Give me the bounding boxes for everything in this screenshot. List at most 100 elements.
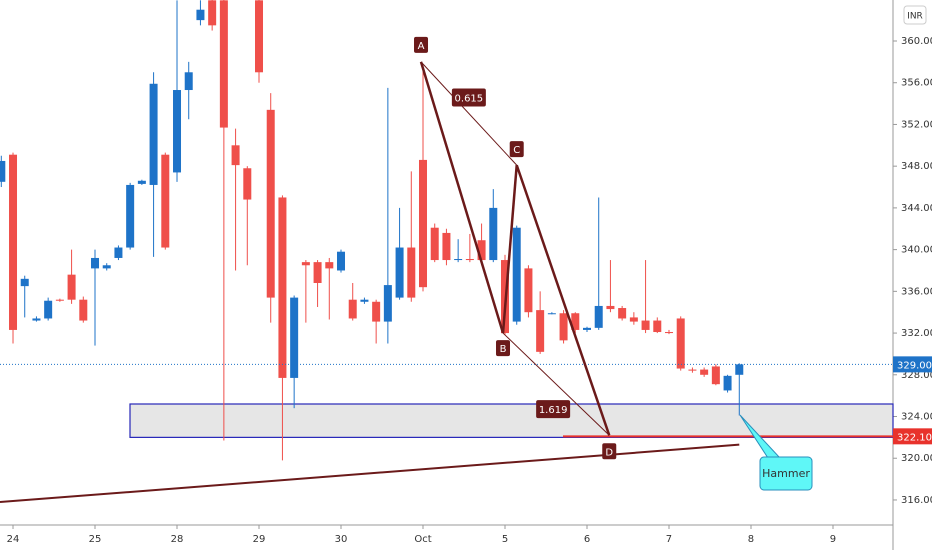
candle-body <box>20 278 29 287</box>
candle-body <box>79 299 88 321</box>
point-label: B <box>500 344 507 355</box>
candle-body <box>383 285 392 322</box>
candle-body <box>430 227 439 261</box>
ratio-label: 1.619 <box>539 405 568 416</box>
point-label: D <box>605 447 613 458</box>
candle-body <box>243 168 252 200</box>
x-tick-label: 30 <box>335 534 348 545</box>
candle-body <box>313 262 322 283</box>
candle-body <box>196 9 205 21</box>
price-tag-label: 322.10 <box>897 432 932 443</box>
x-tick-label: 5 <box>502 534 508 545</box>
point-label-box <box>509 141 524 158</box>
y-tick-label: 348.00 <box>901 161 932 172</box>
candle-body <box>372 301 381 322</box>
currency: INR <box>907 12 923 22</box>
candle-body <box>184 72 193 91</box>
candle-body <box>301 262 310 266</box>
candle-body <box>547 313 556 315</box>
candle-body <box>419 159 428 288</box>
candle-body <box>477 240 486 261</box>
candle-body <box>571 313 580 330</box>
y-tick-label: 324.00 <box>901 412 932 423</box>
x-tick-label: 24 <box>7 534 20 545</box>
candle-body <box>173 90 182 173</box>
price-tag <box>893 428 932 445</box>
x-tick-label: 9 <box>830 534 836 545</box>
x-tick-label: 6 <box>584 534 590 545</box>
ratio-label: 0.615 <box>455 93 484 104</box>
candle-body <box>583 327 591 330</box>
candle-body <box>676 318 685 369</box>
candle-body <box>594 305 603 328</box>
y-tick-label: 360.00 <box>901 36 932 47</box>
candle-body <box>266 109 275 298</box>
callout-text: Hammer <box>762 467 810 480</box>
x-tick-label: 25 <box>89 534 102 545</box>
candle-body <box>606 305 615 310</box>
candle-body <box>114 247 123 258</box>
point-label: C <box>513 145 520 156</box>
candle-body <box>32 318 41 321</box>
x-tick-label: 8 <box>748 534 754 545</box>
ratio-line <box>420 61 518 166</box>
candle-body <box>9 154 18 330</box>
candle-body <box>629 317 638 322</box>
callout-box <box>759 456 813 491</box>
candle-body <box>67 274 76 300</box>
candle-body <box>735 364 744 375</box>
candle-body <box>219 0 228 128</box>
x-tick-label: 28 <box>171 534 184 545</box>
candle-body <box>723 375 732 391</box>
support-zone <box>129 403 894 438</box>
currency-box <box>903 5 927 25</box>
point-label: A <box>418 41 425 52</box>
point-label-box <box>602 443 617 460</box>
x-tick-label: 7 <box>666 534 672 545</box>
candle-body <box>618 308 627 319</box>
candle-body <box>0 160 6 182</box>
candle-body <box>325 262 334 269</box>
candle-body <box>559 313 568 341</box>
candle-body <box>91 257 100 269</box>
candle-body <box>149 83 158 185</box>
x-tick-label: Oct <box>414 534 431 545</box>
candle-body <box>348 299 357 319</box>
point-label-box <box>414 36 429 53</box>
candle-body <box>55 299 64 301</box>
candle-body <box>137 180 146 184</box>
ratio-box <box>451 88 486 107</box>
candle-body <box>290 297 299 378</box>
candle-body <box>395 247 404 298</box>
candle-body <box>161 154 170 248</box>
candle-body <box>255 0 264 73</box>
ratio-line <box>502 332 610 436</box>
candle-body <box>653 320 662 333</box>
candle-body <box>641 320 650 330</box>
candle-body <box>442 232 451 261</box>
candle-body <box>536 310 545 352</box>
ratio-box <box>536 400 571 419</box>
candle-body <box>688 369 697 371</box>
point-label-box <box>496 340 511 357</box>
candle-body <box>664 332 673 334</box>
y-tick-label: 328.00 <box>901 370 932 381</box>
price-tag-label: 329.00 <box>897 360 932 371</box>
pattern-leg <box>515 164 611 436</box>
y-tick-label: 316.00 <box>901 495 932 506</box>
candle-body <box>512 227 521 322</box>
candle-body <box>700 369 709 375</box>
candle-body <box>407 247 416 298</box>
candle-body <box>465 259 474 261</box>
candle-body <box>278 197 287 378</box>
y-tick-label: 332.00 <box>901 328 932 339</box>
pattern-leg <box>419 61 505 334</box>
candle-body <box>102 265 111 269</box>
candle-body <box>337 251 346 271</box>
y-tick-label: 340.00 <box>901 245 932 256</box>
y-tick-label: 336.00 <box>901 286 932 297</box>
candle-body <box>208 0 217 26</box>
pattern-leg <box>501 165 518 334</box>
y-tick-label: 320.00 <box>901 453 932 464</box>
